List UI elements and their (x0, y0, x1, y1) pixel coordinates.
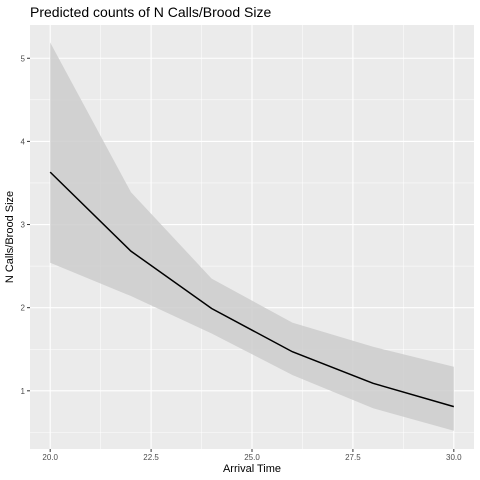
x-tick-label: 27.5 (345, 453, 361, 462)
y-tick-label: 2 (21, 304, 26, 313)
y-tick-label: 3 (21, 221, 26, 230)
confidence-ribbon (50, 42, 454, 431)
y-axis-label: N Calls/Brood Size (4, 191, 16, 283)
x-axis-label: Arrival Time (223, 463, 281, 475)
y-tick-label: 4 (21, 137, 26, 146)
x-axis-ticks: 20.0 22.5 25.0 27.5 30.0 (42, 449, 462, 462)
x-tick-label: 25.0 (244, 453, 260, 462)
prediction-line (49, 171, 455, 408)
y-axis-ticks: 1 2 3 4 5 (21, 54, 30, 396)
y-tick-label: 5 (21, 54, 26, 63)
x-tick-label: 30.0 (446, 453, 462, 462)
y-tick-label: 1 (21, 387, 26, 396)
x-tick-label: 20.0 (42, 453, 58, 462)
chart-title: Predicted counts of N Calls/Brood Size (30, 4, 271, 20)
x-tick-label: 22.5 (143, 453, 159, 462)
